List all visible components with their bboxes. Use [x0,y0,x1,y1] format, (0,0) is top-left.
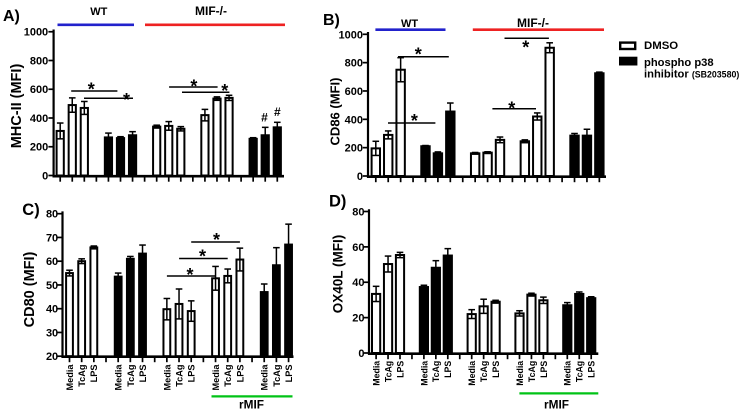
svg-text:*: * [415,44,422,64]
svg-text:80: 80 [46,209,58,221]
svg-text:200: 200 [30,142,48,154]
svg-text:LPS: LPS [443,361,453,378]
svg-text:70: 70 [46,232,58,244]
svg-text:Media: Media [372,361,382,386]
svg-text:TcAg: TcAg [575,361,585,382]
svg-text:TcAg: TcAg [77,365,87,387]
svg-text:*: * [88,79,95,99]
svg-text:TcAg: TcAg [272,365,282,387]
svg-text:20: 20 [46,351,58,363]
svg-text:*: * [199,246,206,266]
svg-text:TcAg: TcAg [431,361,441,382]
svg-text:MIF-/-: MIF-/- [195,4,227,18]
svg-text:LPS: LPS [138,365,148,383]
svg-text:60: 60 [352,242,364,254]
svg-text:Media: Media [419,361,429,386]
svg-text:800: 800 [30,55,48,67]
svg-text:600: 600 [345,86,363,98]
svg-text:1000: 1000 [339,29,363,41]
svg-text:TcAg: TcAg [126,365,136,387]
svg-text:Media: Media [211,364,221,391]
svg-text:DMSO: DMSO [644,40,678,52]
svg-text:Media: Media [162,364,172,391]
svg-text:400: 400 [30,113,48,125]
svg-text:*: * [213,230,220,250]
svg-text:60: 60 [46,256,58,268]
svg-text:0: 0 [42,170,48,182]
svg-text:inhibitor (SB203580): inhibitor (SB203580) [644,69,739,81]
svg-text:Media: Media [563,361,573,386]
svg-text:B): B) [323,12,340,29]
svg-text:1000: 1000 [24,27,48,39]
svg-text:TcAg: TcAg [479,361,489,382]
svg-text:LPS: LPS [539,361,549,378]
svg-text:30: 30 [46,327,58,339]
svg-text:A): A) [3,8,20,25]
svg-text:Media: Media [114,364,124,391]
svg-text:LPS: LPS [235,365,245,383]
svg-text:TcAg: TcAg [383,361,393,382]
svg-text:Media: Media [515,361,525,386]
svg-text:#: # [261,111,268,125]
svg-text:LPS: LPS [89,365,99,383]
svg-text:phospho p38: phospho p38 [644,57,714,69]
svg-text:*: * [522,38,529,58]
svg-text:40: 40 [46,304,58,316]
svg-text:400: 400 [345,114,363,126]
svg-text:LPS: LPS [395,361,405,378]
svg-text:*: * [186,265,193,285]
svg-text:OX40L (MFI): OX40L (MFI) [331,235,346,314]
svg-text:#: # [274,105,281,119]
svg-text:LPS: LPS [284,365,294,383]
svg-text:*: * [411,111,418,131]
svg-text:CD86 (MFI): CD86 (MFI) [328,78,343,146]
svg-text:C): C) [22,201,39,219]
svg-text:TcAg: TcAg [174,365,184,387]
svg-text:*: * [221,81,228,101]
svg-text:0: 0 [358,348,364,360]
svg-text:WT: WT [90,6,107,18]
svg-text:rMIF: rMIF [239,397,264,411]
svg-text:LPS: LPS [187,365,197,383]
svg-text:WT: WT [401,18,418,30]
svg-text:*: * [508,98,515,118]
svg-text:80: 80 [352,206,364,218]
svg-text:LPS: LPS [587,361,597,378]
svg-text:Media: Media [467,361,477,386]
svg-text:*: * [190,76,197,96]
svg-text:50: 50 [46,280,58,292]
svg-text:CD80 (MFI): CD80 (MFI) [22,251,38,327]
svg-text:200: 200 [345,143,363,155]
svg-text:TcAg: TcAg [223,365,233,387]
svg-text:MIF-/-: MIF-/- [517,16,549,30]
svg-text:40: 40 [352,277,364,289]
svg-text:Media: Media [260,364,270,391]
svg-text:Media: Media [65,364,75,391]
svg-text:0: 0 [357,171,363,183]
svg-text:MHC-II (MFI): MHC-II (MFI) [9,64,25,149]
svg-text:LPS: LPS [491,361,501,378]
svg-text:800: 800 [345,58,363,70]
svg-text:D): D) [329,192,346,210]
svg-text:600: 600 [30,84,48,96]
svg-text:20: 20 [352,313,364,325]
svg-text:TcAg: TcAg [527,361,537,382]
svg-text:*: * [123,90,130,110]
svg-text:rMIF: rMIF [544,397,569,411]
